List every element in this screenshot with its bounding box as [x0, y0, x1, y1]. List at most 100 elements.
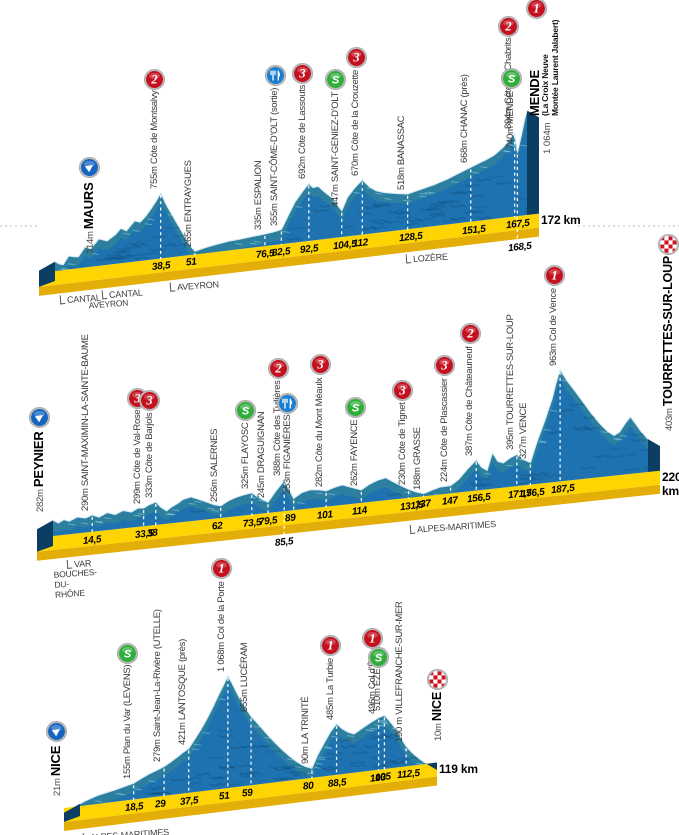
- climb-label: 1 068m Col de la Porte: [215, 581, 227, 672]
- svg-text:1: 1: [369, 632, 375, 646]
- climb-label: 325m FLAYOSC: [239, 422, 251, 489]
- svg-text:2: 2: [505, 20, 512, 34]
- start-label: 282m PEYNIER: [31, 431, 46, 513]
- distance-marker: 38: [146, 527, 158, 540]
- climb-label: 485m La Turbie: [324, 658, 336, 720]
- finish-icon: [426, 669, 448, 691]
- climb-label: 692m Côte de Lassouts: [296, 85, 308, 180]
- climb-label: 333m Côte de Barjols: [143, 412, 155, 498]
- cat2-icon: 2: [267, 357, 289, 379]
- distance-marker: 59: [241, 787, 254, 800]
- climb-label: 395m TOURRETTES-SUR-LOUP: [504, 314, 516, 451]
- distance-marker: 62: [211, 520, 223, 533]
- sprint-icon: S: [500, 68, 522, 90]
- svg-text:1: 1: [533, 1, 539, 15]
- svg-text:3: 3: [440, 359, 447, 373]
- distance-marker: 29: [154, 798, 167, 811]
- distance-marker: 114: [351, 505, 368, 518]
- cat3-icon: 3: [392, 379, 414, 401]
- climb-label: 963m Col de Vence: [548, 287, 560, 366]
- climb-label: 253m FIGANIÈRES: [281, 414, 293, 495]
- cat2-icon: 2: [498, 15, 520, 37]
- distance-marker: 51: [218, 790, 230, 803]
- profile-3-terrain: [64, 674, 437, 831]
- climb-label: 518m BANASSAC: [395, 115, 407, 190]
- profile-2-terrain: [37, 368, 660, 561]
- sprint-icon: S: [325, 69, 347, 91]
- svg-text:3: 3: [399, 383, 406, 397]
- distance-marker: 82,5: [271, 246, 292, 260]
- cat1-icon: 1: [525, 0, 547, 19]
- distance-marker: 151,5: [461, 223, 486, 237]
- climb-label: 670m Côte de la Crouzette: [350, 69, 362, 176]
- cat3-icon: 3: [345, 47, 367, 69]
- svg-text:S: S: [124, 648, 132, 660]
- climb-label: 256m SALERNES: [208, 428, 220, 502]
- climb-label: 90m LA TRINITÉ: [299, 696, 311, 765]
- svg-text:3: 3: [299, 67, 306, 81]
- cat2-icon: 2: [144, 68, 166, 90]
- climb-label: 265m ENTRAYGUES: [182, 160, 194, 248]
- climb-label: 279m Saint-Jean-La-Rivière (UTELLE): [152, 609, 164, 763]
- distance-marker: 147: [441, 495, 458, 509]
- climb-label: 327m VENCE: [518, 402, 530, 459]
- svg-text:2: 2: [466, 327, 473, 341]
- finish-label: 403m TOURRETTES-SUR-LOUP: [661, 256, 675, 432]
- finish-elevation: 1 064m: [542, 122, 553, 155]
- cat2-icon: 2: [459, 323, 481, 345]
- sprint-icon: S: [344, 397, 366, 419]
- climb-label: 510m ÈZE: [372, 668, 384, 712]
- svg-text:3: 3: [352, 51, 359, 65]
- svg-text:3: 3: [133, 391, 140, 405]
- distance-marker: 37,5: [179, 794, 199, 808]
- climb-label: 668m CHANAC (près): [458, 74, 470, 164]
- svg-text:S: S: [375, 652, 383, 664]
- distance-marker: 85,5: [274, 536, 295, 550]
- distance-marker: 112: [352, 236, 369, 250]
- svg-text:2: 2: [274, 361, 281, 375]
- climb-label: 290m SAINT-MAXIMIN-LA-SAINTE-BAUME: [80, 334, 92, 511]
- climb-label: 740m MENDE: [505, 90, 517, 149]
- distance-marker: 101: [316, 508, 334, 522]
- start-label: 314m MAURS: [81, 182, 96, 254]
- distance-marker: 137: [413, 498, 431, 511]
- start-icon: [28, 406, 50, 428]
- svg-text:1: 1: [327, 639, 333, 653]
- sprint-icon: S: [367, 646, 389, 668]
- climb-label: 387m Côte de Châteauneuf: [464, 346, 476, 456]
- total-distance: 119 km: [439, 762, 478, 776]
- sprint-icon: S: [117, 642, 139, 664]
- start-label: 21m NICE: [48, 745, 63, 796]
- climb-label: 755m Côte de Montsalvy: [148, 90, 160, 190]
- svg-text:1: 1: [219, 562, 225, 576]
- distance-marker: 79,5: [258, 514, 278, 528]
- distance-marker: 88,5: [327, 776, 347, 790]
- distance-marker: 89: [284, 512, 296, 525]
- total-distance: 220 km: [662, 470, 679, 498]
- climb-label: 655m LUCÉRAM: [239, 643, 251, 713]
- region-label: VAR BOUCHES-DU-RHÔNE: [52, 557, 97, 600]
- finish-label: MENDE (La Croix Neuve Montée Laurent Jalab…: [527, 20, 560, 117]
- climb-label: 282m Côte du Mont Méaulx: [314, 377, 326, 487]
- cat3-icon: 3: [309, 354, 331, 376]
- distance-marker: 80: [302, 780, 314, 793]
- cat3-icon: 3: [139, 390, 161, 412]
- feed-icon: [264, 65, 286, 87]
- finish-icon: [657, 233, 679, 255]
- start-icon: [45, 721, 67, 743]
- cat1-icon: 1: [362, 628, 384, 650]
- distance-marker: 105: [374, 771, 392, 784]
- svg-text:3: 3: [146, 394, 153, 408]
- distance-marker: 176,5: [520, 486, 546, 500]
- climb-label: 188m GRASSE: [411, 426, 423, 490]
- sprint-icon: S: [235, 400, 257, 422]
- cat1-icon: 1: [211, 558, 233, 580]
- svg-text:3: 3: [316, 358, 323, 372]
- climb-label: 335m ESPALION: [252, 160, 264, 231]
- distance-marker: 51: [185, 256, 198, 269]
- climb-label: 224m Côte de Plascassier: [438, 377, 450, 482]
- cat3-icon: 3: [434, 355, 456, 377]
- climb-label: 447m SAINT-GENIEZ-D'OLT: [329, 91, 341, 207]
